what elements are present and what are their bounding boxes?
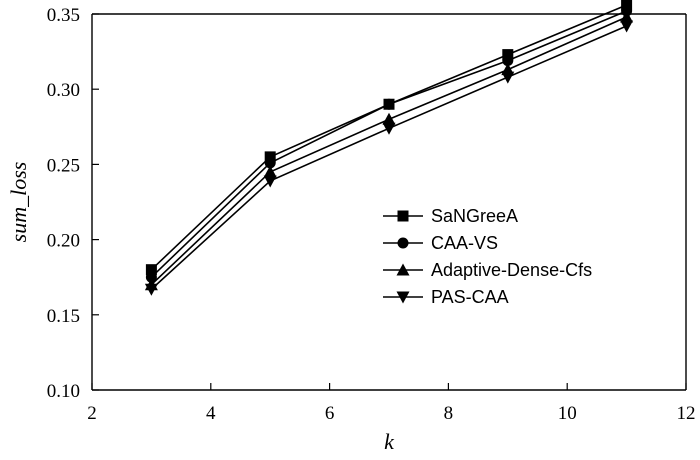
data-point [620,20,634,33]
chart-axes [91,13,687,391]
data-point [621,0,633,11]
data-point [383,98,395,110]
y-tick-label: 0.30 [47,80,80,101]
y-tick-label: 0.25 [47,155,80,176]
legend-item: SaNGreeA [383,206,518,226]
y-tick-label: 0.15 [47,306,80,327]
legend-marker [396,291,410,304]
series-4 [144,20,634,296]
series-2 [145,5,633,283]
series-3 [144,10,634,291]
legend-marker [397,210,409,222]
data-point [382,112,396,125]
data-point [145,271,157,283]
data-point [620,10,634,23]
axis-ticks: 2 4 6 8 10 12 0.10 0.15 0.20 0.25 0.30 0.35 [47,5,696,424]
x-tick-label: 2 [87,403,97,424]
legend-label: Adaptive-Dense-Cfs [431,260,592,280]
data-point [263,175,277,188]
legend-item: PAS-CAA [383,287,509,307]
x-tick-label: 12 [677,403,696,424]
legend-marker [397,237,409,249]
data-point [502,49,514,61]
data-point [145,264,157,276]
data-point [263,165,277,178]
x-tick-label: 8 [444,403,454,424]
data-point [264,157,276,169]
y-tick-label: 0.10 [47,381,80,402]
y-tick-label: 0.35 [47,5,80,26]
data-point [144,283,158,296]
legend: SaNGreeA CAA-VS Adaptive-Dense-Cfs PAS-CAA [383,206,592,307]
y-tick-label: 0.20 [47,231,80,252]
data-point [502,55,514,67]
legend-label: CAA-VS [431,233,498,253]
legend-label: SaNGreeA [431,206,518,226]
data-point [382,122,396,135]
data-point [501,71,515,84]
data-series [144,0,634,296]
series-line [150,25,627,290]
data-point [264,151,276,163]
legend-item: CAA-VS [383,233,498,253]
legend-item: Adaptive-Dense-Cfs [383,260,592,280]
legend-marker [396,263,410,276]
series-line [150,4,627,271]
legend-label: PAS-CAA [431,287,509,307]
x-tick-label: 6 [325,403,335,424]
x-tick-label: 4 [206,403,216,424]
x-tick-label: 10 [558,403,577,424]
series-1 [145,0,633,276]
series-line [150,10,627,278]
x-axis-title: k [384,429,395,454]
y-axis-title: sum_loss [6,162,31,243]
